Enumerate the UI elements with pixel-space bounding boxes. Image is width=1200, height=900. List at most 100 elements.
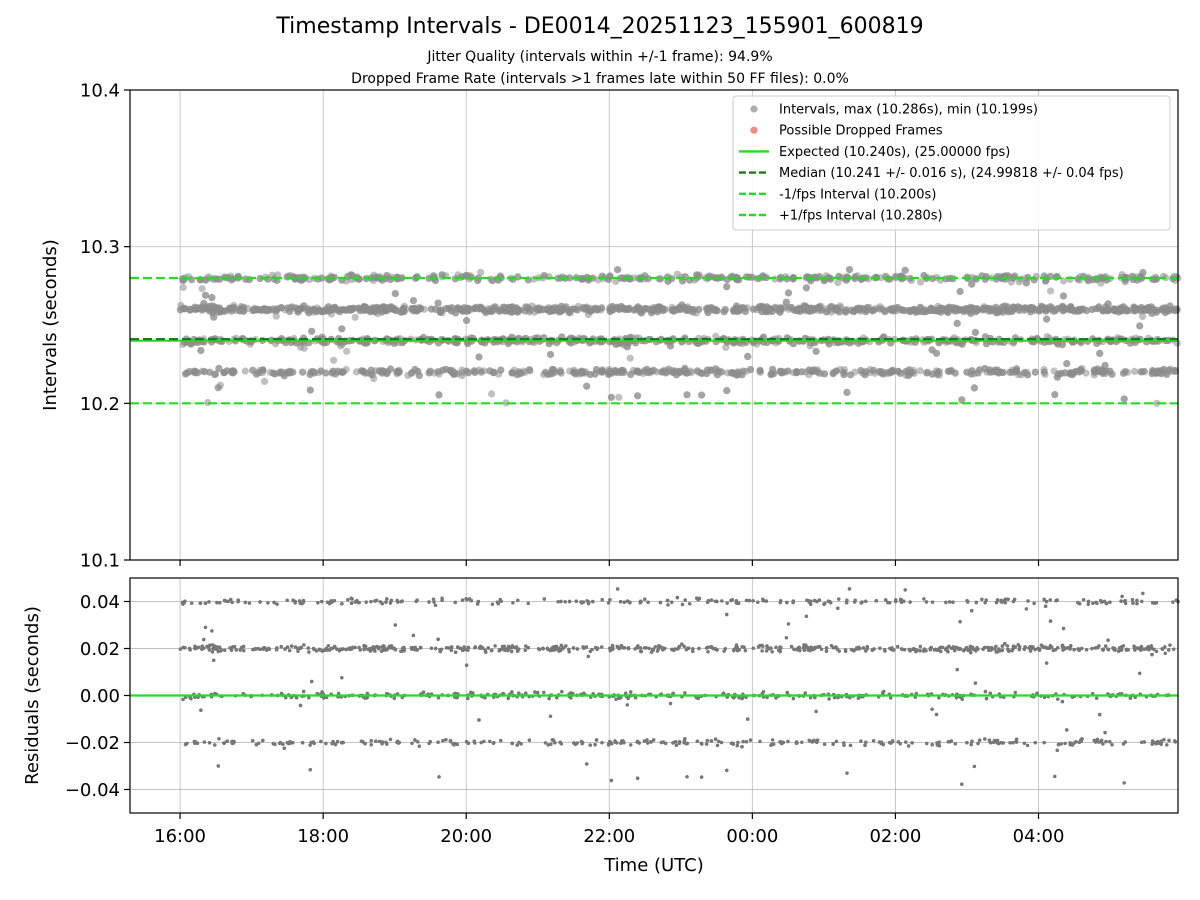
interval-point — [991, 306, 999, 314]
interval-point — [570, 368, 578, 377]
interval-point — [1013, 365, 1021, 373]
dropped-frame-subtitle: Dropped Frame Rate (intervals >1 frames … — [351, 71, 849, 87]
legend-label: Median (10.241 +/- 0.016 s), (24.99818 +… — [779, 166, 1124, 181]
interval-point — [822, 308, 831, 316]
interval-point — [634, 392, 642, 400]
interval-point — [198, 285, 206, 293]
interval-point — [355, 304, 363, 312]
interval-point — [307, 368, 315, 376]
interval-point — [613, 368, 621, 376]
interval-point — [1163, 370, 1171, 378]
interval-point — [435, 391, 443, 399]
interval-point — [689, 306, 697, 314]
interval-point — [525, 366, 534, 374]
interval-point — [1131, 305, 1139, 314]
interval-point — [579, 304, 587, 312]
interval-point — [265, 305, 273, 313]
interval-point — [778, 369, 786, 377]
interval-point — [746, 366, 755, 374]
interval-point — [982, 273, 990, 281]
interval-point — [605, 275, 613, 283]
interval-point — [191, 303, 199, 311]
interval-point — [1153, 399, 1161, 407]
interval-reference-lines — [130, 276, 1178, 405]
interval-point — [870, 366, 878, 374]
legend-marker — [750, 105, 758, 113]
interval-point — [1104, 300, 1112, 308]
interval-point — [241, 367, 249, 375]
interval-point — [697, 369, 705, 377]
interval-point — [955, 306, 963, 314]
interval-point — [305, 309, 313, 317]
legend-label: Expected (10.240s), (25.00000 fps) — [779, 145, 1010, 160]
interval-point — [723, 283, 731, 291]
interval-point — [221, 307, 229, 315]
interval-point — [383, 306, 391, 314]
interval-point — [271, 370, 279, 378]
interval-point — [650, 366, 658, 374]
interval-point — [683, 391, 691, 399]
interval-point — [985, 307, 993, 315]
interval-point — [970, 384, 979, 392]
interval-point — [951, 369, 959, 377]
interval-point — [749, 305, 757, 313]
interval-point — [415, 372, 423, 380]
interval-point — [229, 369, 237, 377]
interval-point — [458, 273, 467, 281]
interval-point — [607, 393, 616, 401]
interval-point — [264, 275, 272, 283]
interval-point — [756, 367, 764, 375]
interval-point — [548, 307, 556, 315]
interval-point — [288, 303, 296, 311]
interval-point — [986, 368, 995, 376]
interval-point — [1136, 322, 1144, 330]
interval-point — [504, 303, 513, 311]
y-tick-label: 10.2 — [80, 394, 120, 415]
interval-point — [953, 319, 961, 327]
interval-point — [627, 370, 635, 378]
interval-point — [744, 352, 752, 360]
interval-point — [782, 298, 791, 306]
interval-point — [768, 370, 776, 378]
interval-point — [1066, 304, 1074, 312]
interval-point — [784, 367, 792, 375]
interval-point — [229, 304, 237, 312]
intervals-x-ticks — [179, 560, 1040, 566]
interval-point — [367, 370, 375, 378]
interval-point — [1068, 371, 1076, 379]
interval-point — [612, 340, 620, 348]
interval-point — [1139, 269, 1147, 277]
interval-point — [672, 371, 681, 379]
interval-point — [551, 368, 559, 376]
interval-point — [255, 369, 263, 377]
interval-point — [1077, 366, 1085, 374]
interval-point — [490, 368, 498, 376]
interval-point — [1101, 361, 1109, 369]
interval-point — [509, 275, 517, 283]
interval-point — [308, 327, 316, 335]
interval-point — [833, 306, 841, 314]
interval-point — [1140, 367, 1148, 376]
interval-point — [734, 368, 742, 376]
interval-point — [200, 368, 208, 376]
interval-point — [956, 287, 964, 296]
interval-point — [448, 304, 456, 312]
interval-point — [491, 303, 499, 311]
interval-point — [1110, 307, 1118, 315]
interval-point — [932, 349, 941, 357]
interval-point — [851, 307, 859, 315]
interval-point — [1015, 278, 1023, 286]
interval-point — [633, 367, 641, 376]
interval-point — [1063, 360, 1071, 368]
interval-point — [1074, 306, 1082, 314]
interval-point — [970, 306, 978, 314]
interval-point — [933, 306, 942, 315]
interval-point — [842, 308, 850, 316]
interval-point — [944, 308, 952, 317]
y-tick-label: 10.4 — [80, 81, 120, 102]
interval-point — [1006, 368, 1014, 376]
jitter-quality-subtitle: Jitter Quality (intervals within +/-1 fr… — [427, 49, 773, 65]
interval-point — [1061, 369, 1069, 377]
interval-point — [723, 387, 731, 395]
interval-point — [463, 367, 471, 375]
